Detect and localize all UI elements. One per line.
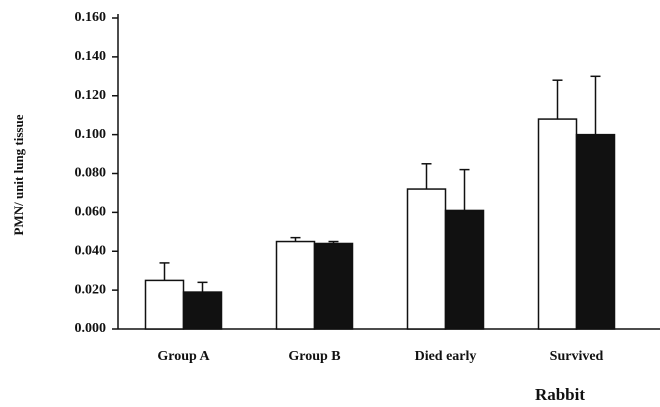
bar xyxy=(539,119,577,329)
x-tick-label: Died early xyxy=(415,349,477,364)
y-tick-label: 0.080 xyxy=(75,166,107,181)
bar xyxy=(146,280,184,329)
bar xyxy=(408,189,446,329)
bar xyxy=(315,243,353,329)
y-tick-label: 0.100 xyxy=(75,127,107,142)
x-axis-label: Rabbit xyxy=(535,385,585,404)
y-tick-label: 0.000 xyxy=(75,321,107,336)
y-tick-label: 0.020 xyxy=(75,282,107,297)
y-axis-label: PMN/ unit lung tissue xyxy=(11,114,26,235)
y-tick-label: 0.140 xyxy=(75,49,107,64)
chart: PMN/ unit lung tissue Rabbit 0.000 0.020 0… xyxy=(0,0,660,407)
y-tick-label: 0.120 xyxy=(75,88,107,103)
x-tick-label: Survived xyxy=(550,349,604,364)
bar xyxy=(446,210,484,329)
x-tick-label: Group B xyxy=(288,349,340,364)
y-tick-label: 0.040 xyxy=(75,243,107,258)
x-tick-label: Group A xyxy=(157,349,210,364)
y-tick-label: 0.060 xyxy=(75,205,107,220)
bar xyxy=(184,292,222,329)
y-tick-label: 0.160 xyxy=(75,10,107,25)
bar xyxy=(577,135,615,329)
bar xyxy=(277,242,315,329)
